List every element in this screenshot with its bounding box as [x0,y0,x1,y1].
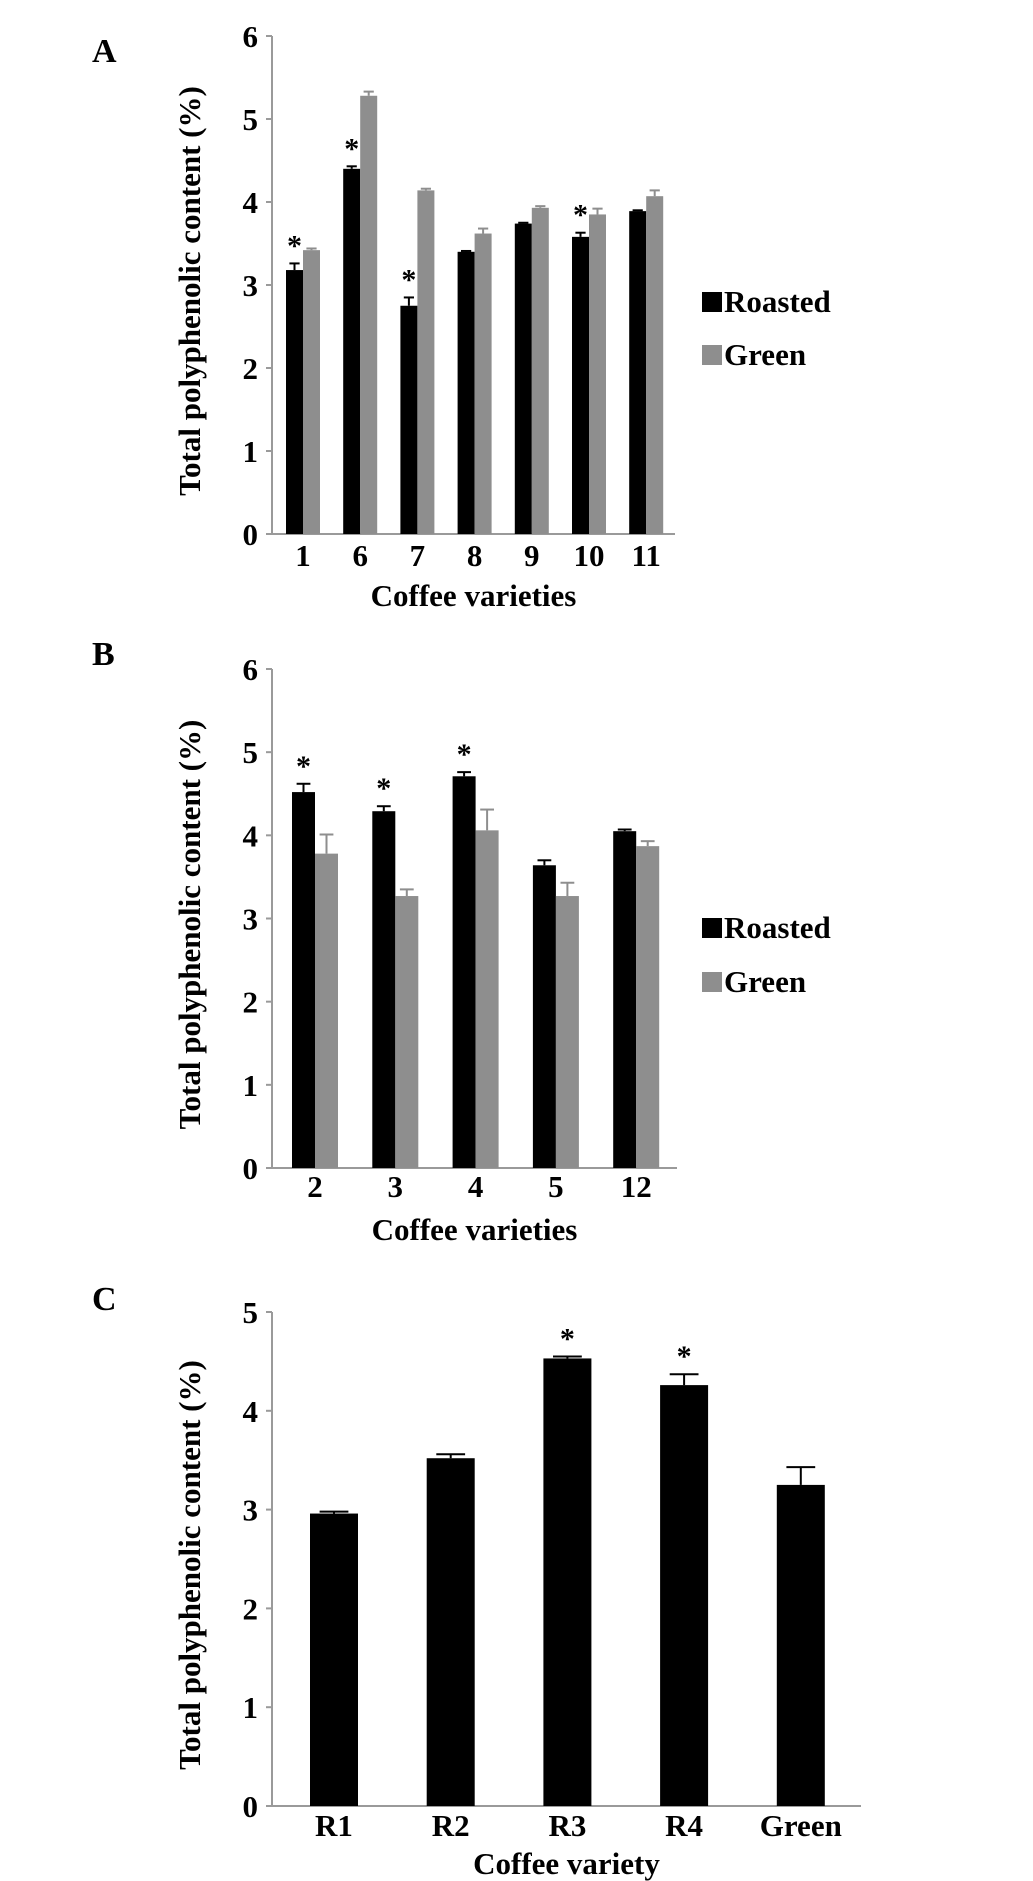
x-tick-label: R4 [665,1808,703,1843]
panel-c: C 0 1 2 3 4 5 Total polyphenolic content (%) Co… [92,1281,861,1881]
panel-label: C [92,1281,117,1318]
panel-label: B [92,636,115,673]
y-tick-label: 5 [243,735,259,770]
bar-green [417,190,435,534]
bar-total-polyphenolic-content [426,1458,475,1806]
y-tick-label: 3 [243,268,259,303]
x-tick-label: Green [760,1808,842,1843]
x-tick-label: 5 [548,1169,564,1204]
bar-roasted [613,831,637,1168]
y-tick-label: 4 [243,1394,259,1429]
bar-green [475,830,499,1168]
y-tick-label: 2 [243,1591,259,1626]
legend-swatch-roasted [702,292,722,312]
x-tick-label: 9 [524,538,540,573]
legend-label-green: Green [724,964,806,999]
y-tick-label: 2 [243,351,259,386]
legend-swatch-green [702,345,722,365]
x-tick-label: 7 [410,538,426,573]
legend-label-roasted: Roasted [724,284,831,319]
x-tick-label: R1 [315,1808,353,1843]
bar-green [315,853,338,1168]
y-tick-label: 1 [243,434,259,469]
legend-label-roasted: Roasted [724,910,831,945]
x-axis-title: Coffee varieties [371,578,577,613]
x-tick-label: 3 [388,1169,404,1204]
bar-roasted [343,168,361,535]
x-axis-title: Coffee variety [473,1846,660,1881]
bar-green [303,250,320,534]
significance-marker: * [287,229,302,262]
bar-roasted [629,211,647,534]
significance-marker: * [376,772,391,805]
bar-total-polyphenolic-content [310,1513,358,1806]
y-tick-label: 0 [243,517,259,552]
bar-roasted [532,865,556,1168]
bar-roasted [457,251,475,535]
y-tick-label: 5 [243,102,259,137]
bar-roasted [292,792,315,1168]
panel-a: A 0 1 2 3 4 5 6 Total polyphenolic content (%) C… [92,19,831,613]
bar-roasted [514,223,532,534]
significance-marker: * [560,1322,575,1355]
y-tick-label: 3 [243,902,259,937]
significance-marker: * [677,1340,692,1373]
x-tick-label: 11 [632,538,661,573]
y-tick-label: 4 [243,185,259,220]
legend-swatch-green [702,972,722,992]
bar-roasted [286,270,303,534]
bar-green [555,896,579,1168]
panel-label: A [92,33,117,70]
y-tick-label: 3 [243,1493,259,1528]
bar-green [589,214,606,534]
x-tick-label: R3 [548,1808,586,1843]
legend-label-green: Green [724,337,806,372]
bar-green [636,846,660,1168]
bar-roasted [452,776,476,1168]
y-axis-title: Total polyphenolic content (%) [172,86,207,496]
y-tick-label: 0 [243,1151,259,1186]
x-tick-label: 12 [621,1169,652,1204]
significance-marker: * [344,132,359,165]
bar-total-polyphenolic-content [543,1358,592,1806]
y-tick-label: 1 [243,1690,259,1725]
x-axis-title: Coffee varieties [372,1212,578,1247]
significance-marker: * [573,199,588,232]
x-tick-label: 2 [307,1169,323,1204]
legend-swatch-roasted [702,918,722,938]
bar-roasted [400,305,418,534]
y-tick-label: 5 [243,1295,259,1330]
x-tick-label: 1 [295,538,311,573]
y-tick-label: 0 [243,1789,259,1824]
y-axis-title: Total polyphenolic content (%) [172,720,207,1130]
bar-total-polyphenolic-content [776,1484,825,1806]
significance-marker: * [296,750,311,783]
y-tick-label: 6 [243,19,259,54]
bar-green [646,196,664,534]
y-tick-label: 6 [243,652,259,687]
x-tick-label: 10 [574,538,605,573]
bar-green [395,896,419,1168]
significance-marker: * [457,738,472,771]
bar-green [360,95,378,534]
bar-green [474,233,492,535]
x-tick-label: 4 [468,1169,484,1204]
x-tick-label: 8 [467,538,483,573]
y-tick-label: 2 [243,985,259,1020]
bar-roasted [372,811,396,1168]
x-tick-label: R2 [432,1808,470,1843]
y-tick-label: 4 [243,818,259,853]
x-tick-label: 6 [352,538,368,573]
y-axis-title: Total polyphenolic content (%) [172,1360,207,1770]
bar-green [531,207,549,534]
significance-marker: * [401,263,416,296]
y-tick-label: 1 [243,1068,259,1103]
bar-roasted [572,236,589,535]
bar-total-polyphenolic-content [660,1385,709,1806]
